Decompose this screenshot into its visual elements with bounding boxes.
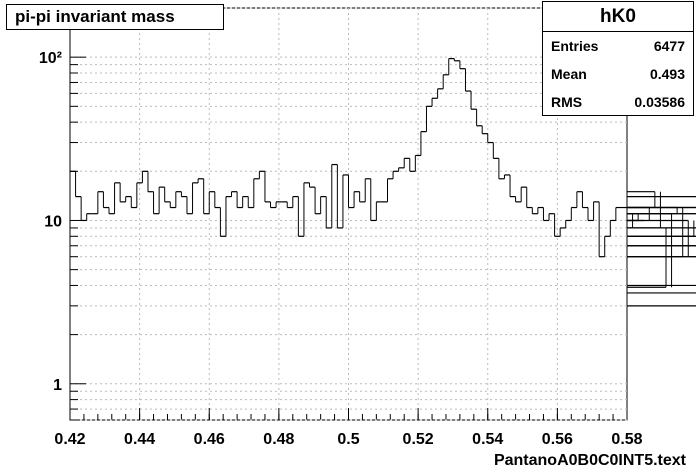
stats-value: 6477 xyxy=(653,38,685,54)
chart-title: pi-pi invariant mass xyxy=(6,4,224,30)
stats-row-mean: Mean 0.493 xyxy=(543,60,693,88)
stats-value: 0.03586 xyxy=(634,94,685,110)
stats-row-entries: Entries 6477 xyxy=(543,32,693,60)
stats-label: Mean xyxy=(551,66,587,82)
x-tick-label: 0.54 xyxy=(472,431,503,448)
stats-histogram-name: hK0 xyxy=(543,2,693,32)
y-tick-label: 1 xyxy=(53,377,62,394)
x-tick-label: 0.44 xyxy=(124,431,155,448)
x-tick-label: 0.5 xyxy=(337,431,359,448)
stats-value: 0.493 xyxy=(649,66,685,82)
stats-label: Entries xyxy=(551,38,599,54)
x-tick-label: 0.42 xyxy=(54,431,85,448)
x-tick-label: 0.58 xyxy=(611,431,642,448)
x-tick-label: 0.48 xyxy=(263,431,294,448)
stats-box: hK0 Entries 6477 Mean 0.493 RMS 0.03586 xyxy=(542,1,694,116)
y-tick-label: 10² xyxy=(39,50,62,67)
y-tick-label: 10 xyxy=(44,213,62,230)
stats-label: RMS xyxy=(551,94,583,110)
x-tick-label: 0.52 xyxy=(403,431,434,448)
x-tick-label: 0.56 xyxy=(542,431,573,448)
x-tick-label: 0.46 xyxy=(194,431,225,448)
footer-label: PantanoA0B0C0INT5.text xyxy=(493,452,686,469)
stats-row-rms: RMS 0.03586 xyxy=(543,88,693,116)
